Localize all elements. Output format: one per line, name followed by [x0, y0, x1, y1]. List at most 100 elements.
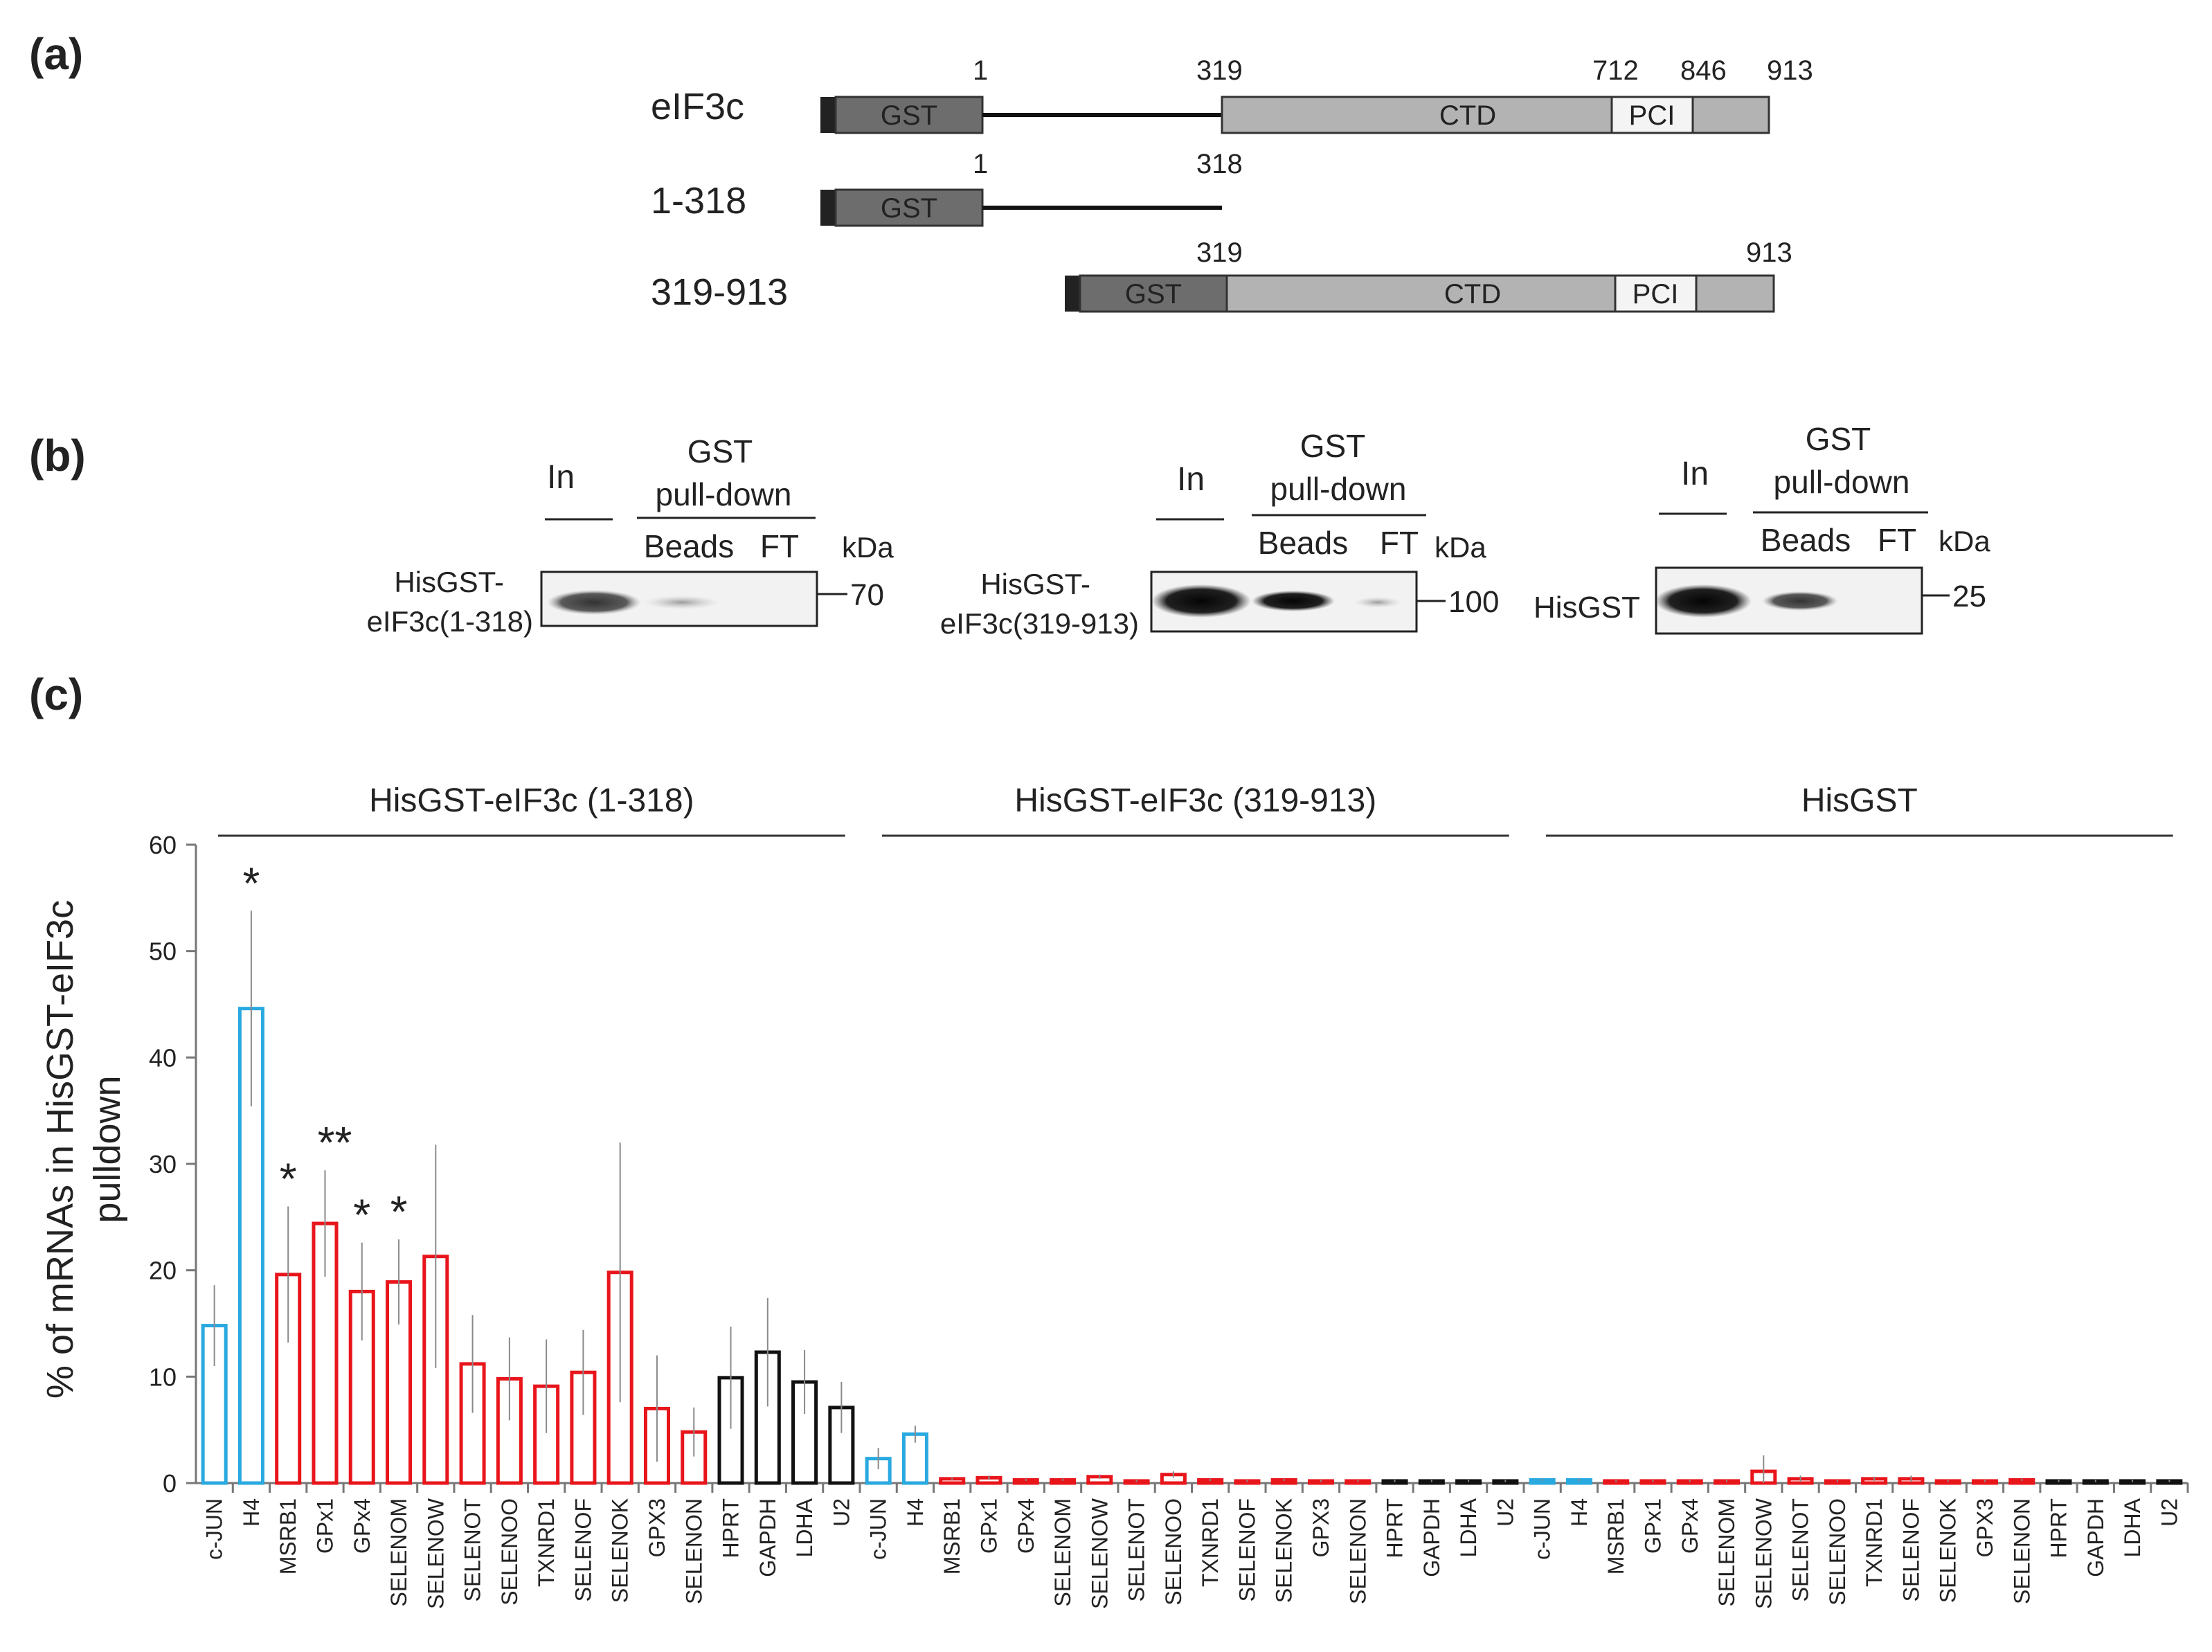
ft-lane-label: FT — [760, 528, 799, 564]
x-tick-label: GPx1 — [1640, 1498, 1665, 1554]
panel-label-a: (a) — [29, 29, 83, 79]
x-tick-label: SELENOT — [1124, 1498, 1149, 1601]
blot-band — [1252, 591, 1335, 611]
x-tick-label: HPRT — [719, 1498, 744, 1559]
x-tick-label: SELENOM — [1050, 1498, 1075, 1606]
y-axis-title-line-2: pulldown — [87, 1075, 128, 1223]
domain-label-gst: GST — [881, 100, 937, 131]
significance-marker: ** — [318, 1117, 352, 1167]
y-tick-label: 10 — [149, 1363, 177, 1391]
x-tick-label: TXNRD1 — [1198, 1498, 1223, 1587]
x-tick-label: GPx4 — [1014, 1498, 1038, 1554]
position-label: 712 — [1592, 55, 1639, 86]
blot-band — [547, 590, 641, 615]
x-tick-label: SELENON — [2009, 1498, 2034, 1604]
x-tick-label: c-JUN — [202, 1498, 227, 1560]
input-lane-label: In — [1177, 461, 1205, 498]
marker-value: 100 — [1448, 585, 1499, 619]
x-tick-label: SELENOO — [1825, 1498, 1850, 1606]
x-tick-label: GPx4 — [350, 1498, 375, 1554]
x-tick-label: SELENON — [1345, 1498, 1370, 1604]
tag-block — [1065, 276, 1080, 312]
domain-schematic: eIF3c 1 319 712 846 913 GST CTD PCI 1-31… — [651, 55, 1813, 313]
x-tick-label: SELENOW — [1751, 1498, 1776, 1609]
domain-label-pci: PCI — [1633, 279, 1679, 309]
kda-label: kDa — [842, 531, 894, 564]
marker-value: 70 — [850, 578, 884, 612]
x-tick-label: H4 — [903, 1498, 928, 1527]
pulldown-label: GST — [1300, 428, 1366, 464]
domain-label-gst: GST — [881, 193, 937, 224]
ft-lane-label: FT — [1380, 525, 1419, 561]
x-tick-label: SELENOT — [1788, 1498, 1813, 1601]
x-tick-label: GPx1 — [976, 1498, 1001, 1554]
beads-lane-label: Beads — [644, 528, 734, 564]
position-label: 846 — [1680, 55, 1727, 86]
position-label: 318 — [1196, 149, 1243, 179]
beads-lane-label: Beads — [1761, 522, 1851, 558]
significance-marker: * — [390, 1187, 408, 1237]
y-tick-label: 40 — [149, 1043, 177, 1072]
construct-name-eif3c: eIF3c — [651, 86, 744, 127]
x-tick-label: SELENOF — [1898, 1498, 1923, 1601]
x-tick-label: SELENOO — [497, 1498, 522, 1606]
significance-marker: * — [280, 1153, 297, 1203]
x-tick-label: GPX3 — [645, 1498, 669, 1557]
y-tick-label: 50 — [149, 937, 177, 966]
x-tick-label: LDHA — [1456, 1498, 1481, 1557]
x-tick-label: LDHA — [792, 1498, 817, 1557]
y-axis-title-line-1: % of mRNAs in HisGST-eIF3c — [39, 900, 81, 1399]
x-tick-label: TXNRD1 — [1862, 1498, 1887, 1587]
x-tick-label: GPx1 — [312, 1498, 337, 1554]
x-tick-label: U2 — [2157, 1498, 2182, 1527]
ft-lane-label: FT — [1878, 522, 1916, 558]
significance-marker: * — [353, 1190, 370, 1240]
western-blot-hisgst: In GST pull-down Beads FT kDa HisGST 25 — [1534, 421, 1990, 635]
x-tick-label: H4 — [239, 1498, 264, 1527]
blot-band — [1151, 584, 1251, 618]
panel-label-b: (b) — [29, 431, 86, 481]
x-tick-label: SELENOW — [423, 1498, 448, 1609]
x-tick-label: GAPDH — [755, 1498, 780, 1577]
blot-band — [1354, 597, 1401, 608]
x-tick-label: HPRT — [1383, 1498, 1408, 1559]
x-tick-label: MSRB1 — [1603, 1498, 1628, 1574]
y-axis-title: % of mRNAs in HisGST-eIF3c pulldown — [39, 900, 128, 1399]
blot-band — [1762, 591, 1838, 611]
construct-name-319-913: 319-913 — [651, 271, 788, 313]
x-tick-label: LDHA — [2120, 1498, 2145, 1557]
blot-band — [1655, 584, 1752, 618]
position-label: 319 — [1196, 237, 1243, 268]
pulldown-label: GST — [1806, 421, 1871, 457]
x-tick-label: SELENOK — [1272, 1498, 1297, 1603]
x-tick-label: HPRT — [2047, 1498, 2071, 1559]
x-tick-label: U2 — [829, 1498, 854, 1527]
kda-label: kDa — [1435, 531, 1486, 564]
domain-label-pci: PCI — [1629, 100, 1675, 131]
y-tick-label: 60 — [149, 831, 177, 859]
position-label: 913 — [1746, 237, 1792, 268]
x-tick-label: SELENOF — [570, 1498, 595, 1601]
x-tick-label: c-JUN — [1530, 1498, 1555, 1560]
pulldown-label: pull-down — [656, 476, 792, 512]
gst-domain — [834, 96, 984, 134]
position-label: 913 — [1767, 55, 1813, 86]
x-tick-label: SELENOT — [460, 1498, 485, 1601]
kda-label: kDa — [1939, 525, 1990, 557]
group-label: HisGST — [1801, 782, 1918, 819]
x-tick-label: MSRB1 — [276, 1498, 300, 1574]
y-tick-label: 20 — [149, 1257, 177, 1285]
x-tick-label: c-JUN — [866, 1498, 891, 1560]
domain-label-ctd: CTD — [1444, 279, 1501, 309]
x-tick-label: H4 — [1567, 1498, 1592, 1527]
panel-label-c: (c) — [29, 670, 83, 719]
western-blot-319-913: In GST pull-down Beads FT kDa HisGST- eI… — [940, 428, 1500, 640]
construct-name-1-318: 1-318 — [651, 180, 746, 222]
blot-band — [644, 595, 720, 609]
marker-value: 25 — [1952, 580, 1986, 613]
x-tick-label: SELENOW — [1087, 1498, 1112, 1609]
pulldown-label: pull-down — [1774, 464, 1910, 500]
x-tick-label: GPX3 — [1972, 1498, 1997, 1557]
position-label: 319 — [1196, 55, 1243, 86]
